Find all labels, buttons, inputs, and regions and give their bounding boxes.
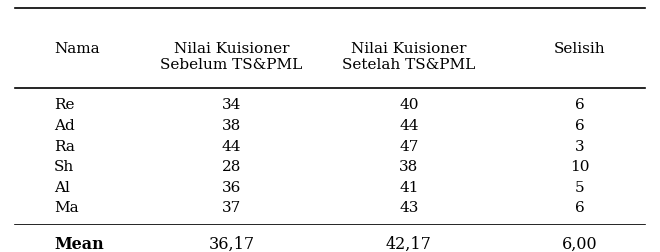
Text: 44: 44: [399, 119, 418, 133]
Text: 37: 37: [222, 201, 241, 215]
Text: Selisih: Selisih: [554, 42, 606, 56]
Text: 38: 38: [399, 160, 418, 174]
Text: 38: 38: [222, 119, 241, 133]
Text: 47: 47: [399, 140, 418, 154]
Text: 42,17: 42,17: [386, 236, 432, 252]
Text: Al: Al: [54, 181, 70, 195]
Text: Ad: Ad: [54, 119, 75, 133]
Text: Nilai Kuisioner
Sebelum TS&PML: Nilai Kuisioner Sebelum TS&PML: [160, 42, 302, 72]
Text: 43: 43: [399, 201, 418, 215]
Text: Nama: Nama: [54, 42, 100, 56]
Text: Ma: Ma: [54, 201, 79, 215]
Text: 6,00: 6,00: [562, 236, 597, 252]
Text: Nilai Kuisioner
Setelah TS&PML: Nilai Kuisioner Setelah TS&PML: [343, 42, 475, 72]
Text: 36: 36: [222, 181, 241, 195]
Text: 34: 34: [222, 99, 241, 112]
Text: Sh: Sh: [54, 160, 74, 174]
Text: 40: 40: [399, 99, 418, 112]
Text: 6: 6: [575, 201, 585, 215]
Text: 6: 6: [575, 99, 585, 112]
Text: 6: 6: [575, 119, 585, 133]
Text: 41: 41: [399, 181, 418, 195]
Text: Ra: Ra: [54, 140, 75, 154]
Text: 3: 3: [575, 140, 585, 154]
Text: 36,17: 36,17: [209, 236, 255, 252]
Text: 44: 44: [222, 140, 241, 154]
Text: 28: 28: [222, 160, 241, 174]
Text: 5: 5: [575, 181, 585, 195]
Text: Re: Re: [54, 99, 75, 112]
Text: 10: 10: [570, 160, 589, 174]
Text: Mean: Mean: [54, 236, 104, 252]
